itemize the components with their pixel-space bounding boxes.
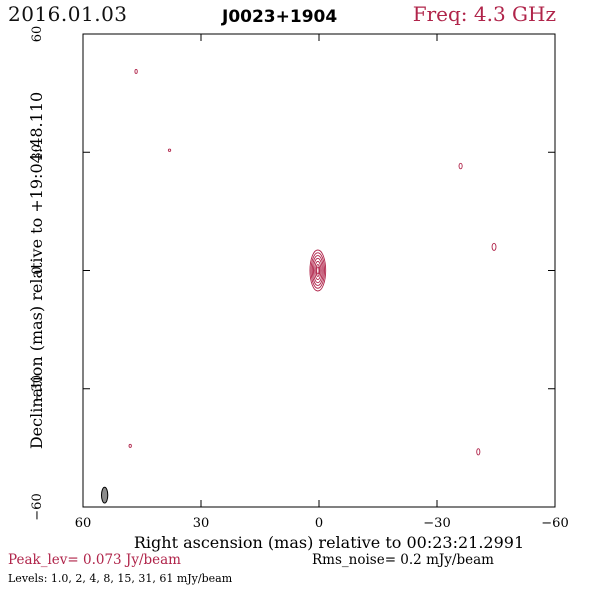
- x-tick-label: 30: [193, 516, 210, 531]
- x-tick-label: 0: [315, 516, 323, 531]
- peak-level: Peak_lev= 0.073 Jy/beam: [8, 552, 181, 568]
- x-tick-label: −30: [423, 516, 450, 531]
- core-contour: [310, 252, 325, 289]
- beam-layer: [100, 486, 109, 504]
- contour-levels: Levels: 1.0, 2, 4, 8, 15, 31, 61 mJy/bea…: [8, 572, 233, 585]
- y-axis-title: Declination (mas) relative to +19:04:48.…: [27, 92, 46, 449]
- x-tick-label: −60: [541, 516, 568, 531]
- contour-layer: [128, 69, 497, 456]
- noise-contour: [167, 148, 172, 152]
- x-tick-label: 60: [75, 516, 92, 531]
- core-contour: [316, 266, 320, 275]
- core-contour: [314, 260, 322, 281]
- tick-layer: 60 30 0 −30 −60 −60 −30 0 30 60: [30, 26, 569, 531]
- y-tick-label: 0: [30, 266, 45, 274]
- core-contour: [313, 257, 323, 284]
- core-contour: [315, 264, 321, 277]
- noise-contour: [458, 162, 463, 170]
- noise-contour: [491, 242, 497, 251]
- rms-noise: Rms_noise= 0.2 mJy/beam: [312, 552, 494, 568]
- noise-contour: [134, 69, 138, 74]
- core-contour: [311, 255, 324, 286]
- noise-contour: [128, 443, 132, 448]
- noise-contour: [476, 448, 481, 456]
- core-contour: [309, 249, 327, 292]
- frequency-label: Freq: 4.3 GHz: [412, 2, 556, 26]
- y-tick-label: −60: [30, 493, 45, 520]
- beam-ellipse: [100, 486, 109, 504]
- source-name: J0023+1904: [222, 7, 338, 27]
- observation-date: 2016.01.03: [8, 2, 128, 26]
- y-tick-label: 30: [30, 144, 45, 161]
- y-tick-label: −30: [30, 375, 45, 402]
- y-tick-label: 60: [30, 26, 45, 43]
- x-axis-title: Right ascension (mas) relative to 00:23:…: [134, 533, 524, 552]
